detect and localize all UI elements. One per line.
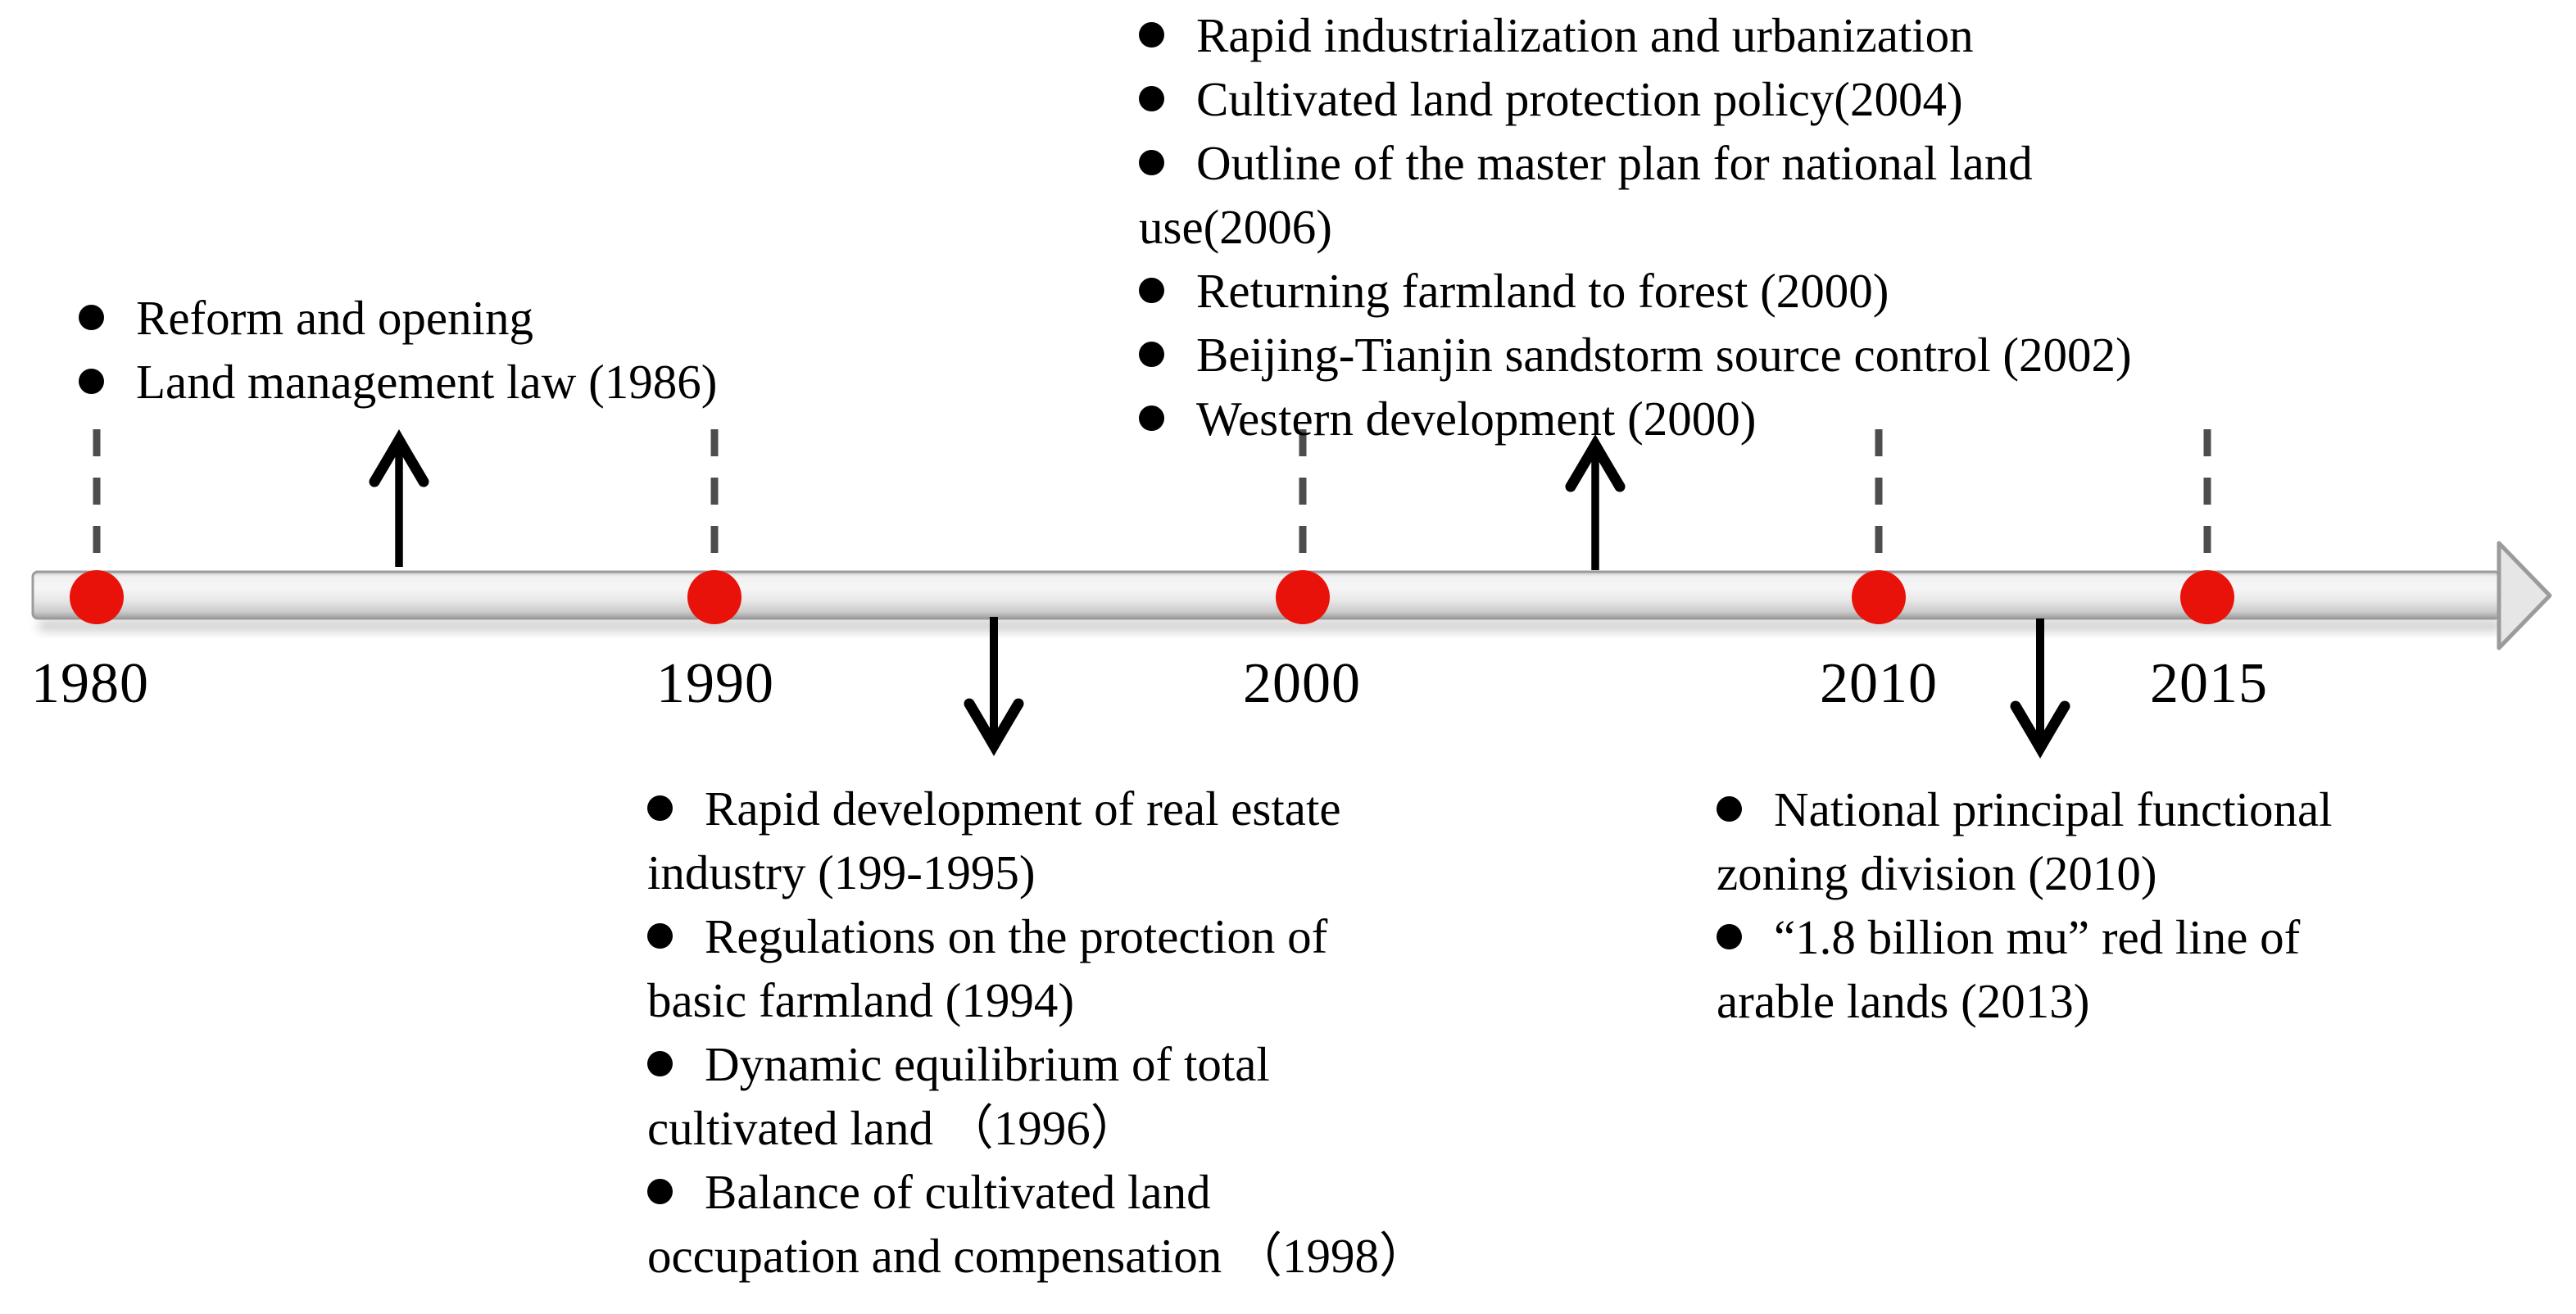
annotation-line: “1.8 billion mu” red line of (1717, 905, 2333, 969)
annotation-text: Beijing-Tianjin sandstorm source control… (1196, 328, 2132, 382)
annotation-text: use(2006) (1139, 200, 1332, 254)
events-2000s: Rapid industrialization and urbanization… (1139, 3, 2132, 451)
timeline-dot (70, 570, 124, 624)
annotation-line: cultivated land （1996） (647, 1096, 1427, 1160)
annotation-line: Dynamic equilibrium of total (647, 1032, 1427, 1096)
annotation-line: Outline of the master plan for national … (1139, 131, 2132, 195)
bullet-icon (1717, 924, 1742, 949)
timeline-dot (1852, 570, 1906, 624)
bullet-icon (647, 1179, 673, 1204)
annotation-line: Rapid development of real estate (647, 777, 1427, 841)
year-label: 2015 (2150, 652, 2268, 715)
timeline-dot (2180, 570, 2234, 624)
year-label: 1990 (656, 652, 774, 715)
timeline-dot (687, 570, 742, 624)
annotation-text: Cultivated land protection policy(2004) (1196, 72, 1963, 126)
annotation-line: Regulations on the protection of (647, 904, 1427, 968)
up-arrow-icon (1565, 434, 1626, 492)
timeline-dot (1276, 570, 1330, 624)
annotation-line: Rapid industrialization and urbanization (1139, 3, 2132, 67)
bullet-icon (1139, 86, 1164, 111)
annotation-text: arable lands (2013) (1717, 974, 2090, 1028)
annotation-text: Regulations on the protection of (705, 909, 1328, 963)
annotation-line: National principal functional (1717, 777, 2333, 841)
annotation-line: occupation and compensation （1998） (647, 1224, 1427, 1288)
timeline-bar (31, 570, 2501, 620)
down-arrow-icon (964, 698, 1024, 756)
bullet-icon (647, 1051, 673, 1076)
annotation-text: Rapid industrialization and urbanization (1196, 8, 1974, 62)
bullet-icon (1139, 150, 1164, 175)
annotation-line: Western development (2000) (1139, 387, 2132, 451)
annotation-text: Rapid development of real estate (705, 782, 1341, 836)
bullet-icon (1139, 278, 1164, 303)
bar-shadow (38, 619, 2502, 632)
annotation-text: cultivated land （1996） (647, 1101, 1139, 1155)
up-arrow-icon (369, 429, 429, 487)
year-label: 1980 (31, 652, 149, 715)
bullet-icon (647, 923, 673, 949)
annotation-text: Western development (2000) (1196, 392, 1757, 446)
events-1980s: Reform and opening Land management law (1… (79, 286, 717, 414)
bullet-icon (79, 369, 104, 394)
events-1990s: Rapid development of real estate industry… (647, 777, 1427, 1288)
annotation-line: Returning farmland to forest (2000) (1139, 259, 2132, 323)
annotation-text: Dynamic equilibrium of total (705, 1037, 1270, 1091)
annotation-line: use(2006) (1139, 195, 2132, 259)
events-2010s: National principal functional zoning divi… (1717, 777, 2333, 1033)
annotation-line: Beijing-Tianjin sandstorm source control… (1139, 323, 2132, 387)
bullet-icon (647, 795, 673, 821)
annotation-line: basic farmland (1994) (647, 968, 1427, 1032)
annotation-text: occupation and compensation （1998） (647, 1229, 1427, 1283)
annotation-line: Land management law (1986) (79, 350, 717, 414)
bullet-icon (1717, 796, 1742, 822)
annotation-text: National principal functional (1774, 782, 2333, 836)
down-arrow-icon (2010, 700, 2070, 759)
annotation-text: zoning division (2010) (1717, 846, 2157, 900)
bullet-icon (79, 305, 104, 330)
year-label: 2010 (1820, 652, 1938, 715)
bullet-icon (1139, 342, 1164, 367)
bullet-icon (1139, 406, 1164, 431)
bullet-icon (1139, 22, 1164, 48)
annotation-text: Returning farmland to forest (2000) (1196, 264, 1889, 318)
annotation-text: Land management law (1986) (136, 355, 718, 409)
annotation-line: Reform and opening (79, 286, 717, 350)
annotation-text: Outline of the master plan for national … (1196, 136, 2033, 190)
annotation-line: Cultivated land protection policy(2004) (1139, 67, 2132, 131)
annotation-line: zoning division (2010) (1717, 841, 2333, 905)
annotation-text: “1.8 billion mu” red line of (1774, 910, 2301, 964)
annotation-line: industry (199-1995) (647, 841, 1427, 904)
year-label: 2000 (1243, 652, 1361, 715)
annotation-text: basic farmland (1994) (647, 973, 1074, 1027)
annotation-text: industry (199-1995) (647, 845, 1036, 899)
annotation-text: Reform and opening (136, 291, 533, 345)
annotation-text: Balance of cultivated land (705, 1165, 1211, 1219)
annotation-line: arable lands (2013) (1717, 969, 2333, 1033)
annotation-line: Balance of cultivated land (647, 1160, 1427, 1224)
timeline-arrowhead-icon (2497, 541, 2552, 650)
